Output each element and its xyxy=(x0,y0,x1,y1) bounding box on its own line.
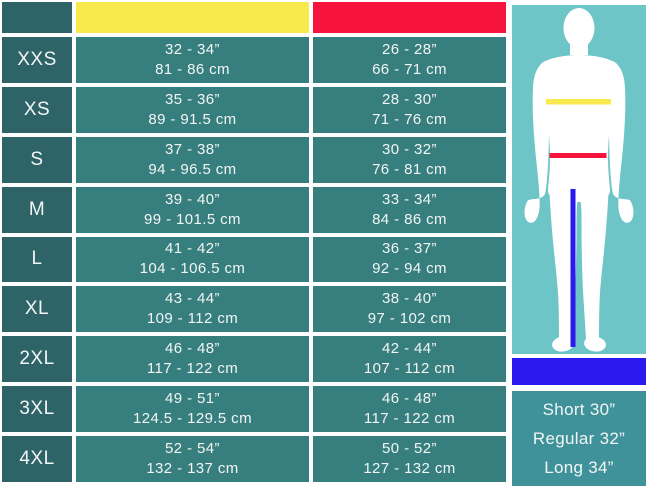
size-label-cell: M xyxy=(2,186,72,233)
range-inches: 38 - 40” xyxy=(382,290,437,308)
range-cm: 107 - 112 cm xyxy=(363,360,456,378)
range-inches: 41 - 42” xyxy=(165,240,220,258)
inseam-length-label: Long 34” xyxy=(544,458,614,477)
body-silhouette xyxy=(524,8,634,352)
waist-cell: 42 - 44” 107 - 112 cm xyxy=(313,336,506,383)
range-inches: 52 - 54” xyxy=(165,440,220,458)
range-cm: 109 - 112 cm xyxy=(146,310,239,328)
range-cm: 99 - 101.5 cm xyxy=(144,210,241,228)
inseam-lengths-panel: Short 30” Regular 32” Long 34” xyxy=(512,391,646,486)
range-inches: 46 - 48” xyxy=(382,390,437,408)
size-label-cell: 2XL xyxy=(2,336,72,383)
chest-cell: 37 - 38” 94 - 96.5 cm xyxy=(76,136,309,183)
range-inches: 36 - 37” xyxy=(382,240,437,258)
size-label-cell: XS xyxy=(2,86,72,133)
size-label-cell: S xyxy=(2,136,72,183)
range-cm: 127 - 132 cm xyxy=(363,460,456,478)
range-inches: 42 - 44” xyxy=(382,340,437,358)
chest-cell: 52 - 54” 132 - 137 cm xyxy=(76,436,309,482)
chest-cell: 49 - 51” 124.5 - 129.5 cm xyxy=(76,386,309,433)
range-inches: 35 - 36” xyxy=(165,90,220,108)
range-inches: 43 - 44” xyxy=(165,290,220,308)
chest-cell: 32 - 34” 81 - 86 cm xyxy=(76,37,309,83)
range-inches: 39 - 40” xyxy=(165,190,220,208)
range-cm: 94 - 96.5 cm xyxy=(148,160,237,178)
chest-cell: 39 - 40” 99 - 101.5 cm xyxy=(76,186,309,233)
waist-cell: 46 - 48” 117 - 122 cm xyxy=(313,386,506,433)
range-cm: 117 - 122 cm xyxy=(146,360,239,378)
range-cm: 89 - 91.5 cm xyxy=(148,110,237,128)
chest-line xyxy=(546,99,611,105)
waist-line xyxy=(549,153,607,158)
range-cm: 104 - 106.5 cm xyxy=(139,260,246,278)
chest-cell: 43 - 44” 109 - 112 cm xyxy=(76,286,309,333)
range-inches: 46 - 48” xyxy=(165,340,220,358)
range-inches: 37 - 38” xyxy=(165,140,220,158)
range-cm: 66 - 71 cm xyxy=(372,60,447,78)
range-cm: 71 - 76 cm xyxy=(372,110,447,128)
inseam-line xyxy=(570,189,576,347)
chest-cell: 35 - 36” 89 - 91.5 cm xyxy=(76,86,309,133)
range-inches: 30 - 32” xyxy=(382,140,437,158)
waist-cell: 26 - 28” 66 - 71 cm xyxy=(313,37,506,83)
size-label-cell: XXS xyxy=(2,37,72,83)
inseam-header-bar xyxy=(512,358,646,385)
waist-cell: 50 - 52” 127 - 132 cm xyxy=(313,436,506,482)
size-label-cell: 3XL xyxy=(2,386,72,433)
range-cm: 124.5 - 129.5 cm xyxy=(133,410,252,428)
chest-cell: 41 - 42” 104 - 106.5 cm xyxy=(76,236,309,283)
range-cm: 92 - 94 cm xyxy=(372,260,447,278)
range-inches: 50 - 52” xyxy=(382,440,437,458)
waist-cell: 30 - 32” 76 - 81 cm xyxy=(313,136,506,183)
body-figure xyxy=(524,8,634,352)
chest-header-swatch xyxy=(76,2,309,33)
range-cm: 97 - 102 cm xyxy=(367,310,452,328)
inseam-length-label: Short 30” xyxy=(542,400,616,419)
range-inches: 32 - 34” xyxy=(165,40,220,58)
size-label-cell: L xyxy=(2,236,72,283)
range-inches: 49 - 51” xyxy=(165,390,220,408)
waist-cell: 33 - 34” 84 - 86 cm xyxy=(313,186,506,233)
range-cm: 81 - 86 cm xyxy=(155,60,230,78)
waist-cell: 38 - 40” 97 - 102 cm xyxy=(313,286,506,333)
range-cm: 76 - 81 cm xyxy=(372,160,447,178)
size-table: XXS 32 - 34” 81 - 86 cm 26 - 28” 66 - 71 cm X… xyxy=(2,2,506,482)
size-label-cell: 4XL xyxy=(2,436,72,482)
inseam-length-label: Regular 32” xyxy=(532,429,626,448)
body-figure-panel xyxy=(512,5,646,354)
range-inches: 33 - 34” xyxy=(382,190,437,208)
waist-cell: 36 - 37” 92 - 94 cm xyxy=(313,236,506,283)
range-inches: 28 - 30” xyxy=(382,90,437,108)
waist-header-swatch xyxy=(313,2,506,33)
size-column-header xyxy=(2,2,72,33)
waist-cell: 28 - 30” 71 - 76 cm xyxy=(313,86,506,133)
range-cm: 84 - 86 cm xyxy=(372,210,447,228)
range-inches: 26 - 28” xyxy=(382,40,437,58)
chest-cell: 46 - 48” 117 - 122 cm xyxy=(76,336,309,383)
range-cm: 117 - 122 cm xyxy=(363,410,456,428)
range-cm: 132 - 137 cm xyxy=(146,460,239,478)
size-label-cell: XL xyxy=(2,286,72,333)
